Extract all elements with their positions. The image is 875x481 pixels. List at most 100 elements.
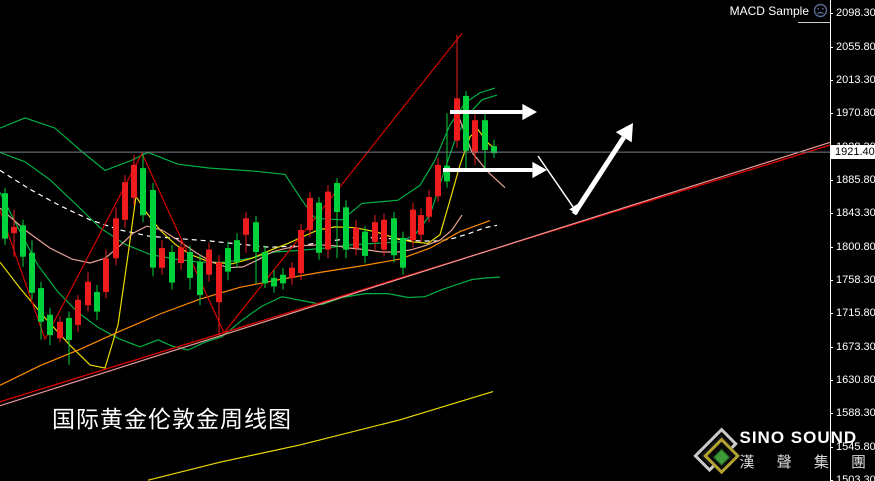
line-bollinger-upper [0,87,496,221]
arrow-up-forecast[interactable] [571,135,626,216]
candle-body [66,317,72,340]
candle-body [150,190,156,268]
line-ma-white [0,169,498,248]
ea-sad-face-icon [813,3,828,18]
line-ma-orange [0,220,491,386]
line-yellow-lower-segment [147,391,494,481]
candle-body [307,197,313,231]
axis-tick-label: 1673.30 [836,340,875,353]
candle-body [253,222,259,252]
candle-body [178,247,184,263]
arrow-right-upper-head [522,103,537,121]
line-bollinger-middle [0,94,498,263]
candle-body [472,120,478,154]
broker-watermark: SINO SOUND 漢 聲 集 團 [693,419,875,481]
axis-top-dash [798,22,830,23]
candle-body [316,202,322,253]
axis-tick-mark [830,247,833,248]
candle-body [391,218,397,256]
axis-tick-mark [830,280,833,281]
arrow-down-to-trendline[interactable] [537,155,574,208]
axis-tick-mark [830,80,833,81]
candle-body [271,277,277,287]
candle-body [225,248,231,272]
price-chart[interactable] [0,0,830,481]
candle-body [75,299,81,325]
sino-sound-diamond-icon [693,427,739,473]
candle-body [298,230,304,274]
axis-tick-mark [830,380,833,381]
candle-body [444,165,450,182]
candle-body [122,182,128,220]
candle-body [418,215,424,235]
arrow-right-lower-head [532,161,547,179]
candle-body [362,231,368,256]
axis-tick-label: 1503.30 [836,474,875,481]
axis-tick-label: 1843.30 [836,207,875,220]
axis-tick-label: 1970.80 [836,107,875,120]
candle-body [482,120,488,150]
candle-body [197,262,203,296]
axis-tick-label: 1588.30 [836,407,875,420]
candle-body [426,197,432,217]
axis-separator-line [830,0,831,481]
line-bollinger-lower [0,192,501,351]
logo-name-cn: 漢 聲 集 團 [739,454,875,471]
candle-body [94,292,100,312]
candle-body [85,281,91,306]
candle-body [243,218,249,235]
candle-body [206,249,212,275]
candle-body [11,226,17,234]
axis-tick-mark [830,180,833,181]
line-trendline-red [0,144,830,403]
expert-advisor-label: MACD Sample [730,3,828,18]
candle-body [334,183,340,212]
indicator-name: MACD Sample [729,3,809,18]
candle-body [410,209,416,241]
candle-body [262,252,268,284]
axis-tick-mark [830,13,833,14]
candle-body [57,321,63,339]
candle-body [159,248,165,268]
chart-title: 国际黄金伦敦金周线图 [52,406,292,432]
candle-body [169,252,175,283]
logo-name-en: SINO SOUND [739,428,858,447]
current-price-badge: 1921.40 [831,145,875,159]
arrow-up-forecast-head [615,123,633,143]
candle-body [491,146,497,154]
candle-body [454,98,460,141]
line-ma-yellow [0,128,497,369]
candle-body [372,222,378,242]
candle-body [140,168,146,216]
candle-body [234,240,240,263]
axis-tick-label: 1715.80 [836,307,875,320]
axis-tick-label: 1758.30 [836,274,875,286]
candle-body [280,274,286,284]
axis-tick-mark [830,113,833,114]
candle-body [463,95,469,151]
candle-body [435,164,441,197]
candle-body [103,258,109,292]
line-trendline-pink [0,141,830,407]
line-zigzag-red [0,32,463,341]
candle-body [2,193,8,239]
candle-body [381,219,387,250]
candle-body [47,314,53,336]
candle-body [325,191,331,250]
axis-tick-mark [830,313,833,314]
candle-body [29,252,35,293]
candle-body [353,227,359,249]
axis-tick-label: 2098.30 [836,7,875,20]
candle-body [131,164,137,198]
candle-body [289,267,295,278]
candle-body [343,207,349,250]
axis-tick-mark [830,347,833,348]
candlesticks [2,34,497,365]
price-axis[interactable]: 2098.302055.802013.301970.801928.301885.… [830,0,875,481]
axis-tick-mark [830,413,833,414]
candle-body [38,288,44,322]
axis-tick-label: 1885.80 [836,174,875,186]
axis-tick-label: 2013.30 [836,74,875,86]
axis-tick-label: 1800.80 [836,240,875,253]
